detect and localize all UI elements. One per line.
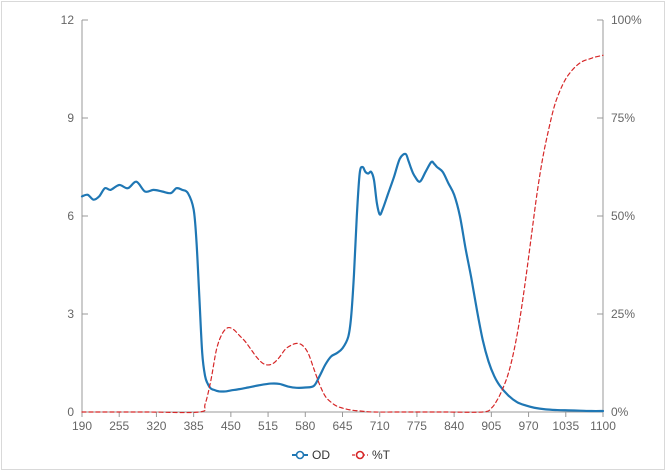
x-tick-label: 840 <box>444 419 464 433</box>
y-tick-label: 0 <box>67 405 74 419</box>
x-tick-label: 450 <box>221 419 241 433</box>
legend-item-od[interactable]: OD <box>292 448 330 462</box>
y-tick-label: 9 <box>67 111 74 125</box>
axes: 0 3 6 9 12 0% 25% 50% 75% 100% 190 255 320 385 450 515 5… <box>61 13 642 433</box>
x-tick-label: 385 <box>184 419 204 433</box>
legend-item-transmittance[interactable]: %T <box>352 448 391 462</box>
y-tick-label: 12 <box>61 13 75 27</box>
x-tick-label: 775 <box>407 419 427 433</box>
x-tick-label: 1035 <box>552 419 579 433</box>
series-line-transmittance <box>81 54 604 414</box>
y2-tick-label: 75% <box>611 111 635 125</box>
y2-tick-label: 25% <box>611 307 635 321</box>
x-tick-label: 190 <box>72 419 92 433</box>
y-tick-label: 6 <box>67 209 74 223</box>
x-tick-label: 1100 <box>590 419 616 433</box>
series-line-od <box>80 152 605 413</box>
series-layer <box>80 54 605 414</box>
x-tick-label: 970 <box>519 419 539 433</box>
y2-tick-label: 0% <box>611 405 629 419</box>
y2-tick-label: 100% <box>611 13 642 27</box>
legend-label: OD <box>312 448 330 462</box>
legend-marker <box>295 450 305 460</box>
legend-label: %T <box>372 448 391 462</box>
y2-tick-label: 50% <box>611 209 635 223</box>
x-tick-label: 905 <box>481 419 501 433</box>
x-tick-label: 255 <box>109 419 129 433</box>
x-tick-label: 580 <box>295 419 315 433</box>
x-tick-label: 320 <box>146 419 166 433</box>
legend: OD %T <box>292 448 391 462</box>
y-tick-label: 3 <box>67 307 74 321</box>
x-tick-label: 515 <box>258 419 278 433</box>
x-tick-label: 645 <box>332 419 352 433</box>
x-tick-label: 710 <box>370 419 390 433</box>
legend-marker <box>355 450 365 460</box>
